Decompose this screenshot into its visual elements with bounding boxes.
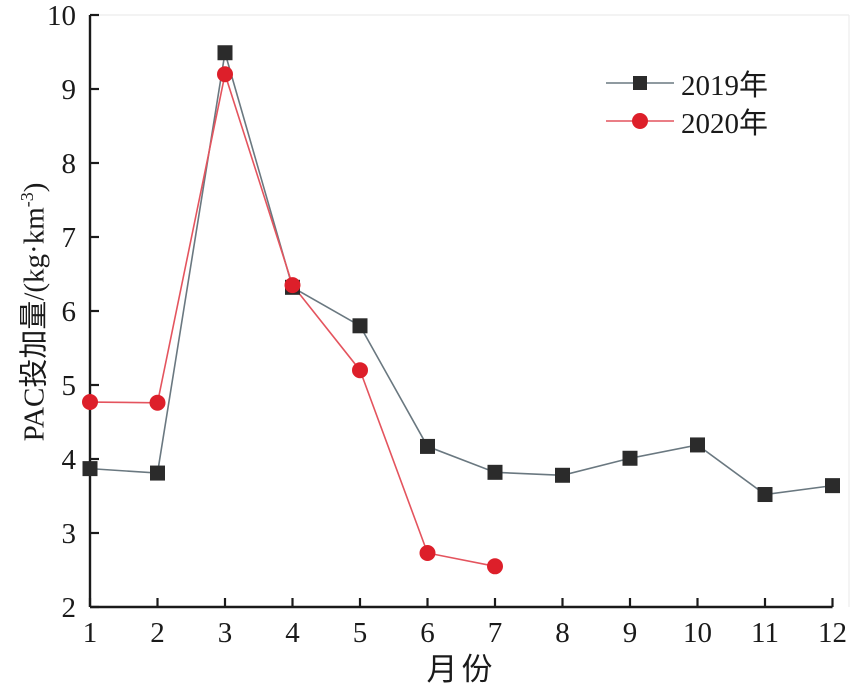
x-tick-label: 2	[150, 617, 165, 649]
y-axis-title-close: )	[18, 182, 51, 193]
data-point-2019年-m5	[352, 318, 368, 334]
data-point-2019年-m12	[825, 478, 840, 494]
x-tick-label: 5	[353, 617, 368, 649]
data-point-2020年-m3	[217, 66, 233, 83]
x-tick-label: 4	[285, 617, 300, 649]
x-tick-label: 1	[83, 617, 98, 649]
data-point-2020年-m1	[82, 394, 98, 411]
x-tick-label: 10	[683, 617, 712, 649]
legend-label-2020: 2020年	[681, 108, 769, 140]
data-point-2019年-m6	[420, 438, 435, 454]
data-point-2019年-m8	[555, 467, 570, 483]
y-tick-label: 6	[62, 296, 77, 328]
data-point-2019年-m9	[622, 450, 638, 466]
x-tick-label: 11	[751, 617, 779, 649]
y-tick-label: 7	[62, 222, 77, 254]
legend-circle-marker-icon	[632, 113, 648, 129]
data-point-2019年-m1	[82, 461, 98, 477]
y-tick-label: 5	[62, 370, 77, 402]
y-tick-label: 3	[62, 518, 77, 550]
y-tick-label: 4	[62, 444, 77, 476]
data-point-2020年-m4	[284, 277, 301, 294]
series-line-2019年	[89, 52, 833, 496]
x-axis-title: 月份	[426, 652, 497, 687]
legend-item-2020: 2020年	[604, 102, 768, 140]
x-tick-label: 8	[555, 617, 570, 649]
data-point-2020年-m5	[352, 362, 368, 379]
y-tick-label: 10	[47, 0, 76, 32]
x-tick-label: 9	[623, 617, 638, 649]
legend-key-2020	[606, 113, 674, 129]
legend-item-2019: 2019年	[604, 64, 768, 102]
data-point-2019年-m11	[757, 487, 773, 503]
y-tick-label: 8	[62, 148, 77, 180]
data-point-2020年-m2	[149, 394, 166, 411]
y-axis-title-base: PAC投加量/(kg·km	[18, 207, 51, 442]
data-point-2019年-m3	[217, 45, 233, 61]
x-tick-label: 7	[488, 617, 503, 649]
legend-square-marker-icon	[633, 76, 647, 90]
x-tick-label: 6	[420, 617, 435, 649]
legend-key-2019	[606, 76, 674, 90]
data-point-2019年-m7	[487, 464, 503, 480]
data-point-2020年-m7	[487, 558, 503, 575]
data-point-2019年-m2	[150, 465, 165, 481]
data-point-2019年-m10	[690, 437, 705, 453]
x-tick-label: 3	[218, 617, 233, 649]
legend: 2019年 2020年	[604, 64, 768, 140]
legend-label-2019: 2019年	[681, 70, 769, 102]
y-axis-title-superscript: -3	[17, 192, 37, 208]
y-tick-label: 2	[62, 592, 77, 624]
y-axis-title: PAC投加量/(kg·km-3)	[9, 102, 51, 522]
x-tick-label: 12	[818, 617, 847, 649]
data-point-2020年-m6	[419, 544, 436, 561]
series-line-2020年	[89, 71, 496, 568]
y-tick-label: 9	[62, 74, 77, 106]
